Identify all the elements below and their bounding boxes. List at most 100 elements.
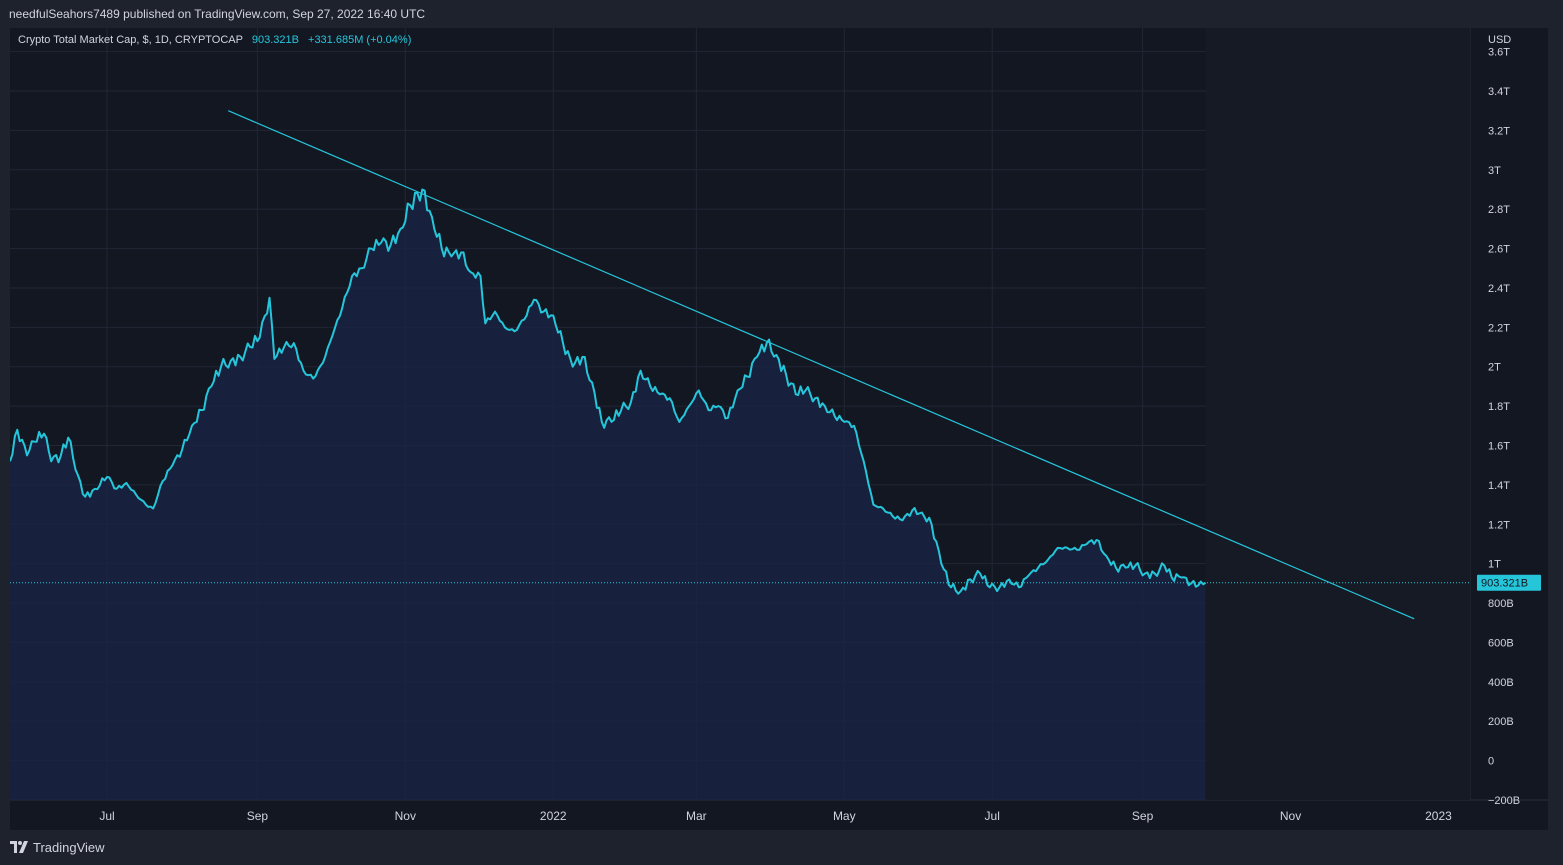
data-point [152,508,154,510]
data-point [814,397,816,399]
x-tick-label: Jul [985,809,1000,823]
data-point [1076,549,1078,551]
data-point [882,508,884,510]
y-tick-label: 2.2T [1488,322,1510,334]
data-point [824,405,826,407]
data-point [591,382,593,384]
publisher-bar: needfulSeahors7489 published on TradingV… [0,0,1563,28]
data-point [125,482,127,484]
x-tick-label: May [833,809,856,823]
data-point [1028,575,1030,577]
data-point [210,385,212,387]
data-point [312,378,314,380]
data-point [400,228,402,230]
data-point [533,299,535,301]
data-point [1096,539,1098,541]
data-point [1180,577,1182,579]
y-tick-label: 800B [1488,598,1514,610]
y-axis[interactable]: 3.6T 3.4T 3.2T 3T 2.8T 2.6T 2.4T 2.2T 2T 1.8T 1.6T… [1488,47,1520,807]
data-point [370,248,372,250]
x-axis[interactable]: Jul Sep Nov 2022 Mar May Jul Sep Nov 2023 [99,809,1452,823]
data-point [1125,567,1127,569]
y-tick-label: 3.6T [1488,47,1510,59]
data-point [727,417,729,419]
data-point [1197,584,1199,586]
data-point [523,319,525,321]
data-point [201,409,203,411]
data-point [678,421,680,423]
data-point [737,389,739,391]
data-point [892,515,894,517]
data-point [834,415,836,417]
data-point [470,271,472,273]
data-point [640,370,642,372]
market-cap-area [10,189,1206,800]
data-point [669,397,671,399]
data-point [514,330,516,332]
data-point [361,267,363,269]
data-point [191,425,193,427]
data-point [940,563,942,565]
chart-svg[interactable]: 3.6T 3.4T 3.2T 3T 2.8T 2.6T 2.4T 2.2T 2T 1.8T 1.6T… [10,28,1548,830]
data-point [441,248,443,250]
data-point [239,356,241,358]
x-tick-label: Nov [1280,809,1301,823]
data-point [480,275,482,277]
data-point [911,510,913,512]
data-point [1037,567,1039,569]
y-tick-label: 3.2T [1488,125,1510,137]
market-cap-line [10,188,1207,595]
data-point [162,480,164,482]
data-point [1154,573,1156,575]
data-point [67,437,69,439]
data-point [853,425,855,427]
price-tag-background [1477,574,1541,591]
y-tick-label: 1.2T [1488,519,1510,531]
y-tick-label: 2.6T [1488,244,1510,256]
future-region [1205,28,1470,800]
currency-label[interactable]: USD [1488,34,1512,46]
symbol-legend[interactable]: Crypto Total Market Cap, $, 1D, CRYPTOCA… [18,34,411,46]
data-point [1018,586,1020,588]
y-tick-label: 1.6T [1488,441,1510,453]
data-point [273,358,275,360]
data-point [969,578,971,580]
trendline[interactable] [228,110,1415,620]
data-point [494,311,496,313]
data-point [717,405,719,407]
data-point [380,242,382,244]
data-point [805,389,807,391]
data-point [84,496,86,498]
price-tag-label: 903.321B [1481,578,1528,590]
data-point [341,307,343,309]
data-point [562,342,564,344]
chart-frame[interactable]: 3.6T 3.4T 3.2T 3T 2.8T 2.6T 2.4T 2.2T 2T 1.8T 1.6T… [10,28,1548,830]
data-point [230,360,232,362]
footer-bar: TradingView [0,830,1563,865]
data-point [421,189,423,191]
data-point [1134,565,1136,567]
last-value: 903.321B [251,34,299,46]
data-point [1171,577,1173,579]
data-point [572,366,574,368]
data-point [649,385,651,387]
y-tick-label: 3T [1488,165,1501,177]
data-point [872,504,874,506]
data-point [902,519,904,521]
last-price-tag: 903.321B [1477,574,1541,591]
change-value: +331.685M (+0.04%) [308,34,412,46]
data-point [843,421,845,423]
data-point [172,464,174,466]
data-point [931,523,933,525]
symbol-title: Crypto Total Market Cap, $, 1D, CRYPTOCA… [18,34,243,46]
data-point [181,448,183,450]
data-point [1008,578,1010,580]
data-point [999,586,1001,588]
data-point [332,334,334,336]
x-tick-label: 2023 [1425,809,1452,823]
tradingview-logo-icon[interactable] [10,841,30,853]
data-point [450,255,452,257]
brand-name[interactable]: TradingView [33,840,105,855]
data-point [50,460,52,462]
data-point [1105,555,1107,557]
